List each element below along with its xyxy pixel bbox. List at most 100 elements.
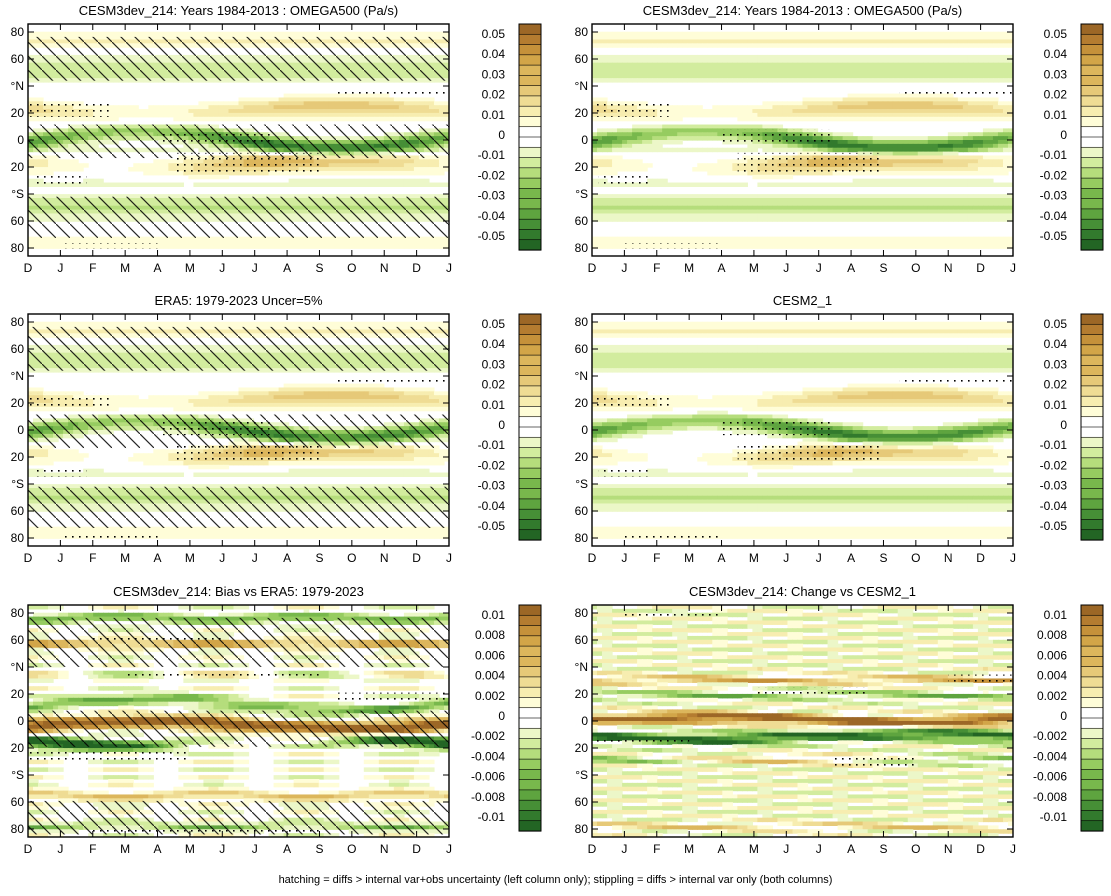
panel-title: CESM3dev_214: Years 1984-2013 : OMEGA500… bbox=[79, 3, 398, 18]
y-tick-label: 0 bbox=[17, 133, 24, 147]
colorbar-swatch bbox=[519, 116, 541, 127]
x-tick-label: O bbox=[347, 842, 356, 856]
x-tick-label: N bbox=[944, 842, 953, 856]
colorbar-swatch bbox=[1081, 708, 1103, 719]
colorbar-swatch bbox=[1081, 759, 1103, 770]
colorbar-swatch bbox=[519, 687, 541, 698]
colorbar-swatch bbox=[519, 24, 541, 35]
colorbar-swatch bbox=[1081, 127, 1103, 138]
x-tick-label: S bbox=[879, 842, 887, 856]
y-tick-label: 60 bbox=[11, 795, 25, 809]
colorbar-swatch bbox=[1081, 437, 1103, 448]
stipple-region bbox=[28, 752, 190, 760]
y-tick-label: °S bbox=[11, 477, 24, 491]
stipple-region bbox=[336, 88, 449, 94]
stipple-region bbox=[722, 420, 835, 435]
colorbar-swatch bbox=[519, 759, 541, 770]
colorbar-swatch bbox=[519, 168, 541, 179]
figure-footnote: hatching = diffs > internal var+obs unce… bbox=[0, 874, 1111, 886]
x-tick-label: A bbox=[847, 551, 855, 565]
colorbar-swatch bbox=[519, 667, 541, 678]
y-tick-label: 60 bbox=[575, 52, 589, 66]
x-tick-label: J bbox=[783, 842, 789, 856]
x-tick-label: A bbox=[154, 551, 162, 565]
colorbar-swatch bbox=[1081, 209, 1103, 220]
colorbar-swatch bbox=[1081, 396, 1103, 407]
colorbar-label: 0.004 bbox=[1037, 669, 1067, 683]
colorbar-label: -0.002 bbox=[1033, 729, 1067, 743]
y-tick-label: 20 bbox=[575, 741, 589, 755]
x-tick-label: S bbox=[315, 261, 323, 275]
stipple-region bbox=[34, 466, 86, 476]
x-tick-label: J bbox=[219, 842, 225, 856]
x-tick-label: D bbox=[24, 842, 33, 856]
colorbar-swatch bbox=[1081, 75, 1103, 86]
colorbar-swatch bbox=[519, 810, 541, 821]
x-tick-label: O bbox=[911, 551, 920, 565]
y-tick-label: 80 bbox=[11, 25, 25, 39]
x-tick-label: J bbox=[57, 551, 63, 565]
x-tick-label: M bbox=[120, 551, 130, 565]
colorbar-swatch bbox=[519, 718, 541, 729]
stipple-region bbox=[738, 443, 884, 462]
panel-title: CESM3dev_214: Change vs CESM2_1 bbox=[689, 584, 916, 599]
colorbar-swatch bbox=[1081, 478, 1103, 489]
x-tick-label: S bbox=[315, 551, 323, 565]
colorbar-swatch bbox=[1081, 667, 1103, 678]
colorbar-label: 0.002 bbox=[475, 689, 505, 703]
y-tick-label: 60 bbox=[11, 504, 25, 518]
colorbar-swatch bbox=[519, 656, 541, 667]
colorbar-swatch bbox=[519, 739, 541, 750]
x-tick-label: N bbox=[944, 551, 953, 565]
stipple-region bbox=[336, 378, 449, 384]
colorbar-swatch bbox=[519, 386, 541, 397]
colorbar-swatch bbox=[519, 406, 541, 417]
colorbar-swatch bbox=[1081, 65, 1103, 76]
colorbar-swatch bbox=[519, 86, 541, 97]
colorbar-swatch bbox=[519, 96, 541, 107]
colorbar-label: 0.03 bbox=[1044, 67, 1068, 81]
x-tick-label: A bbox=[283, 261, 291, 275]
x-tick-label: F bbox=[89, 551, 96, 565]
colorbar-swatch bbox=[519, 229, 541, 240]
hatch-region bbox=[28, 327, 449, 371]
stipple-region bbox=[738, 153, 884, 172]
colorbar-label: 0 bbox=[1060, 709, 1067, 723]
colorbar-swatch bbox=[1081, 34, 1103, 45]
y-tick-label: 80 bbox=[11, 822, 25, 836]
stipple-region bbox=[835, 757, 916, 767]
colorbar-swatch bbox=[1081, 168, 1103, 179]
x-tick-label: S bbox=[315, 842, 323, 856]
y-tick-label: °S bbox=[11, 187, 24, 201]
x-tick-label: M bbox=[185, 551, 195, 565]
stipple-region bbox=[174, 443, 320, 462]
colorbar-swatch bbox=[519, 530, 541, 541]
stipple-region bbox=[125, 672, 319, 680]
colorbar-swatch bbox=[519, 821, 541, 832]
colorbar-swatch bbox=[1081, 406, 1103, 417]
y-tick-label: °N bbox=[575, 79, 588, 93]
stipple-region bbox=[93, 827, 320, 832]
x-tick-label: J bbox=[446, 842, 452, 856]
colorbar-swatch bbox=[519, 55, 541, 66]
colorbar-swatch bbox=[519, 158, 541, 169]
colorbar-swatch bbox=[519, 65, 541, 76]
y-tick-label: 80 bbox=[575, 241, 589, 255]
y-tick-label: 60 bbox=[575, 795, 589, 809]
stipple-region bbox=[158, 420, 271, 435]
colorbar-swatch bbox=[1081, 509, 1103, 520]
colorbar-swatch bbox=[1081, 458, 1103, 469]
y-tick-label: 20 bbox=[11, 396, 25, 410]
colorbar-label: 0.004 bbox=[475, 669, 505, 683]
x-tick-label: A bbox=[718, 261, 726, 275]
y-tick-label: 20 bbox=[575, 687, 589, 701]
x-tick-label: D bbox=[976, 261, 985, 275]
y-tick-label: 20 bbox=[11, 160, 25, 174]
x-tick-label: D bbox=[412, 842, 421, 856]
colorbar-swatch bbox=[1081, 229, 1103, 240]
x-tick-label: M bbox=[749, 261, 759, 275]
colorbar-swatch bbox=[519, 697, 541, 708]
colorbar-swatch bbox=[1081, 780, 1103, 791]
